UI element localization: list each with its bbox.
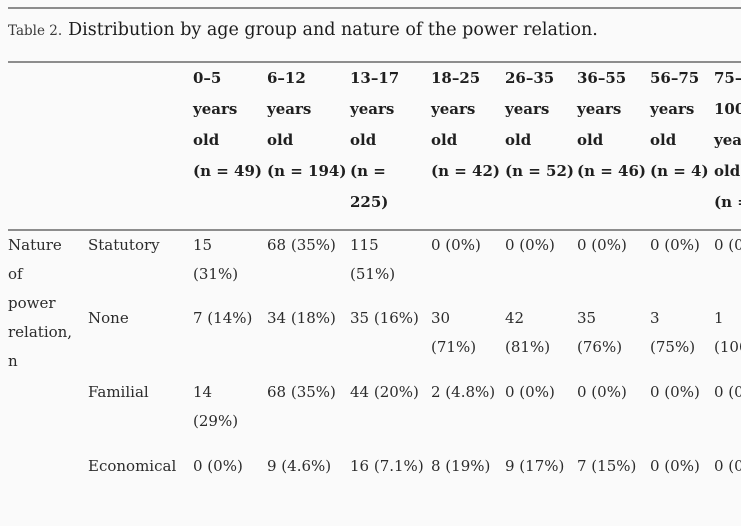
stub-header-empty [8, 63, 88, 231]
row-label-header-empty [88, 63, 193, 231]
table-cell: 2 (4.8%) [431, 383, 496, 401]
table-cell: 68 (35%) [267, 383, 336, 401]
table-cell: 44 (20%) [350, 383, 419, 401]
table-cell: 35 (16%) [350, 309, 419, 327]
table-cell: 3 (75%) [650, 309, 696, 356]
column-header-age-6-12: 6–12 years old (n = 194) [267, 63, 350, 231]
table-cell: 0 (0%) [577, 383, 627, 401]
column-header-age-75-100: 75– 100 years old (n = [714, 63, 741, 231]
table-cell: 0 (0%) [193, 457, 243, 475]
table-cell: 1 (100%) [714, 309, 741, 356]
top-rule [8, 7, 741, 9]
table-cell: 0 (0%) [714, 457, 741, 475]
table-cell: 0 (0%) [650, 236, 700, 254]
table-cell: 9 (4.6%) [267, 457, 332, 475]
paper-page: Table 2. Distribution by age group and na… [0, 7, 741, 526]
table-cell: 34 (18%) [267, 309, 336, 327]
column-header-age-56-75: 56–75 years old (n = 4) [650, 63, 714, 231]
table-cell: 14 (29%) [193, 383, 239, 430]
column-header-age-26-35: 26–35 years old (n = 52) [505, 63, 577, 231]
table-cell: 35 (76%) [577, 309, 623, 356]
column-header-age-0-5: 0–5 years old (n = 49) [193, 63, 267, 231]
table-cell: 0 (0%) [505, 236, 555, 254]
header-row: 0–5 years old (n = 49) 6–12 years old (n… [8, 63, 741, 231]
table-cell: 15 (31%) [193, 236, 239, 283]
distribution-table: 0–5 years old (n = 49) 6–12 years old (n… [8, 63, 741, 526]
column-header-age-13-17: 13–17 years old (n = 225) [350, 63, 431, 231]
table-caption-text: Distribution by age group and nature of … [68, 20, 598, 40]
table-cell: 42 (81%) [505, 309, 551, 356]
row-label: Familial [88, 383, 149, 401]
table-cell: 7 (14%) [193, 309, 253, 327]
table-cell: 16 (7.1%) [350, 457, 424, 475]
table-caption-number: Table 2. [8, 23, 63, 39]
table-cell: 30 (71%) [431, 309, 477, 356]
row-label: Economical [88, 457, 177, 475]
table-cell: 115 (51%) [350, 236, 396, 283]
table-cell: 0 (0%) [650, 383, 700, 401]
stub-label: Nature of power relation, n [8, 236, 73, 370]
table-cell: 9 (17%) [505, 457, 565, 475]
table-cell: 0 (0%) [714, 236, 741, 254]
table-cell: 0 (0%) [650, 457, 700, 475]
table-cell: 0 (0%) [505, 383, 555, 401]
row-label: Statutory [88, 236, 160, 254]
table-cell: 0 (0%) [431, 236, 481, 254]
column-header-age-36-55: 36–55 years old (n = 46) [577, 63, 650, 231]
table-cell: 7 (15%) [577, 457, 637, 475]
table-row-economical: Economical 0 (0%) 9 (4.6%) 16 (7.1%) 8 (… [8, 452, 741, 526]
table-cell: 68 (35%) [267, 236, 336, 254]
row-label: None [88, 309, 129, 327]
header-top-rule [8, 61, 741, 63]
table-row-statutory: Nature of power relation, n Statutory 15… [8, 230, 741, 370]
table-cell: 0 (0%) [714, 383, 741, 401]
table-cell: 8 (19%) [431, 457, 491, 475]
table-caption: Table 2. Distribution by age group and na… [8, 9, 741, 61]
column-header-age-18-25: 18–25 years old (n = 42) [431, 63, 505, 231]
table-row-familial: Familial 14 (29%) 68 (35%) 44 (20%) 2 (4… [8, 378, 741, 452]
table-cell: 0 (0%) [577, 236, 627, 254]
table-row-none: None 7 (14%) 34 (18%) 35 (16%) 30 (71%) … [8, 304, 741, 378]
